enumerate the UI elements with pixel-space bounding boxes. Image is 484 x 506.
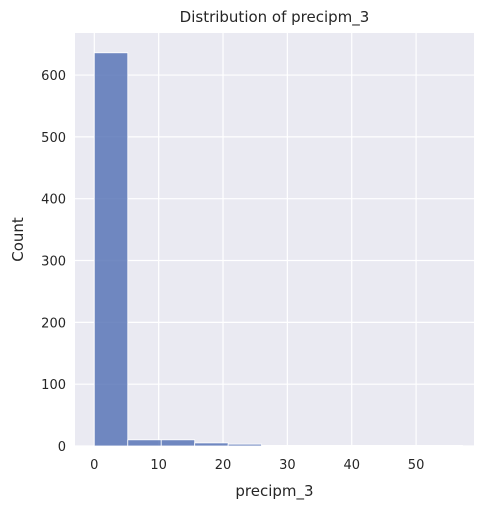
histogram-bar — [261, 444, 296, 447]
x-tick-label: 30 — [279, 458, 296, 473]
x-axis-title: precipm_3 — [235, 482, 313, 501]
x-tick-label: 50 — [408, 458, 425, 473]
plot-background — [75, 33, 474, 446]
histogram-bars — [93, 52, 463, 447]
y-axis-title: Count — [9, 217, 27, 262]
histogram-bar — [127, 439, 162, 447]
chart-title: Distribution of precipm_3 — [180, 8, 370, 27]
histogram-bar — [227, 443, 263, 447]
y-axis-ticks: 0 100 200 300 400 500 600 — [41, 69, 66, 455]
histogram-bar — [93, 52, 129, 447]
y-tick-label: 200 — [41, 316, 66, 331]
x-tick-label: 40 — [343, 458, 360, 473]
x-tick-label: 20 — [215, 458, 232, 473]
y-tick-label: 400 — [41, 193, 66, 208]
histogram-bar — [428, 444, 463, 447]
histogram-bar — [294, 444, 329, 447]
histogram-bar — [328, 444, 363, 447]
histogram-bar — [361, 444, 396, 447]
y-tick-label: 100 — [41, 378, 66, 393]
grid-lines — [75, 33, 474, 447]
histogram-bar — [194, 442, 229, 447]
x-tick-label: 10 — [150, 458, 167, 473]
histogram-bar — [395, 444, 430, 447]
histogram-bar — [160, 439, 196, 447]
x-tick-label: 0 — [90, 458, 98, 473]
y-tick-label: 600 — [41, 69, 66, 84]
x-axis-ticks: 0 10 20 30 40 50 — [90, 458, 424, 473]
y-tick-label: 0 — [58, 440, 66, 455]
y-tick-label: 300 — [41, 255, 66, 270]
y-tick-label: 500 — [41, 131, 66, 146]
